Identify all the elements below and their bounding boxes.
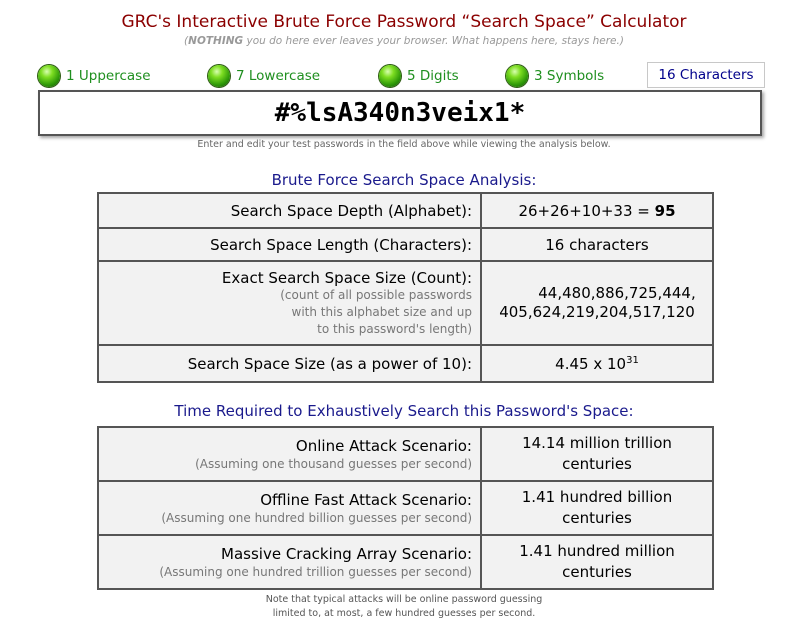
table-row: Offline Fast Attack Scenario: (Assuming … (97, 480, 714, 536)
time-table: Online Attack Scenario: (Assuming one th… (97, 426, 714, 590)
indicator-symbols: 3 Symbols (506, 64, 604, 88)
page-title: GRC's Interactive Brute Force Password “… (121, 12, 687, 32)
depth-value: 26+26+10+33 = 95 (480, 192, 714, 229)
exact-size-note-2: with this alphabet size and up (291, 304, 472, 319)
indicator-lowercase-label: 7 Lowercase (236, 68, 321, 84)
offline-scenario-label: Offline Fast Attack Scenario: (260, 490, 472, 509)
table-row: Online Attack Scenario: (Assuming one th… (97, 426, 714, 482)
offline-scenario-value: 1.41 hundred billion centuries (480, 480, 714, 536)
green-led-icon (506, 65, 528, 87)
online-scenario-value-line-2: centuries (562, 455, 632, 473)
exact-size-value-line-1: 44,480,886,725,444, (538, 284, 696, 302)
green-led-icon (379, 65, 401, 87)
footer-note: Note that typical attacks will be online… (0, 593, 808, 621)
table-row: Search Space Length (Characters): 16 cha… (97, 227, 714, 262)
indicator-uppercase-label: 1 Uppercase (66, 68, 151, 84)
massive-scenario-note: (Assuming one hundred trillion guesses p… (159, 564, 472, 579)
online-scenario-label: Online Attack Scenario: (295, 436, 472, 455)
length-label: Search Space Length (Characters): (97, 227, 482, 262)
exact-size-value: 44,480,886,725,444, 405,624,219,204,517,… (480, 260, 714, 346)
power-exponent: 31 (626, 354, 639, 366)
privacy-subtitle: (NOTHING you do here ever leaves your br… (184, 35, 624, 47)
table-row: Massive Cracking Array Scenario: (Assumi… (97, 534, 714, 590)
exact-size-cell: Exact Search Space Size (Count): (count … (97, 260, 482, 346)
green-led-icon (38, 65, 60, 87)
online-scenario-cell: Online Attack Scenario: (Assuming one th… (97, 426, 482, 482)
massive-scenario-value-line-2: centuries (562, 563, 632, 581)
offline-scenario-cell: Offline Fast Attack Scenario: (Assuming … (97, 480, 482, 536)
password-hint: Enter and edit your test passwords in th… (197, 139, 611, 150)
offline-scenario-value-line-2: centuries (562, 509, 632, 527)
massive-scenario-cell: Massive Cracking Array Scenario: (Assumi… (97, 534, 482, 590)
footer-note-line-1: Note that typical attacks will be online… (265, 594, 543, 605)
time-heading: Time Required to Exhaustively Search thi… (174, 402, 634, 420)
indicator-digits: 5 Digits (379, 64, 459, 88)
indicator-symbols-label: 3 Symbols (534, 68, 605, 84)
character-count-badge: 16 Characters (647, 62, 765, 88)
massive-scenario-value-line-1: 1.41 hundred million (519, 542, 675, 560)
online-scenario-value-line-1: 14.14 million trillion (522, 434, 672, 452)
massive-scenario-value: 1.41 hundred million centuries (480, 534, 714, 590)
green-led-icon (208, 65, 230, 87)
online-scenario-value: 14.14 million trillion centuries (480, 426, 714, 482)
analysis-table: Search Space Depth (Alphabet): 26+26+10+… (97, 192, 714, 383)
table-row: Search Space Size (as a power of 10): 4.… (97, 344, 714, 383)
indicator-lowercase: 7 Lowercase (208, 64, 320, 88)
exact-size-label: Exact Search Space Size (Count): (221, 268, 472, 287)
password-field-frame (38, 90, 762, 136)
depth-total: 95 (654, 201, 676, 220)
offline-scenario-value-line-1: 1.41 hundred billion (521, 488, 673, 506)
subtitle-text: you do here ever leaves your browser. Wh… (243, 35, 624, 47)
password-input[interactable] (40, 92, 760, 134)
exact-size-note-1: (count of all possible passwords (280, 287, 472, 302)
online-scenario-note: (Assuming one thousand guesses per secon… (195, 456, 472, 471)
length-value: 16 characters (480, 227, 714, 262)
analysis-heading: Brute Force Search Space Analysis: (271, 171, 537, 189)
offline-scenario-note: (Assuming one hundred billion guesses pe… (161, 510, 472, 525)
depth-label: Search Space Depth (Alphabet): (97, 192, 482, 229)
exact-size-note-3: to this password's length) (317, 321, 472, 336)
indicator-uppercase: 1 Uppercase (38, 64, 151, 88)
indicator-digits-label: 5 Digits (407, 68, 459, 84)
power-mantissa: 4.45 x 10 (555, 354, 627, 373)
power-value: 4.45 x 1031 (480, 344, 714, 383)
power-label: Search Space Size (as a power of 10): (97, 344, 482, 383)
table-row: Exact Search Space Size (Count): (count … (97, 260, 714, 346)
footer-note-line-2: limited to, at most, a few hundred guess… (272, 608, 536, 619)
massive-scenario-label: Massive Cracking Array Scenario: (221, 544, 472, 563)
exact-size-value-line-2: 405,624,219,204,517,120 (499, 303, 695, 321)
subtitle-emphasis: NOTHING (188, 35, 244, 47)
table-row: Search Space Depth (Alphabet): 26+26+10+… (97, 192, 714, 229)
depth-formula: 26+26+10+33 = (518, 201, 655, 220)
